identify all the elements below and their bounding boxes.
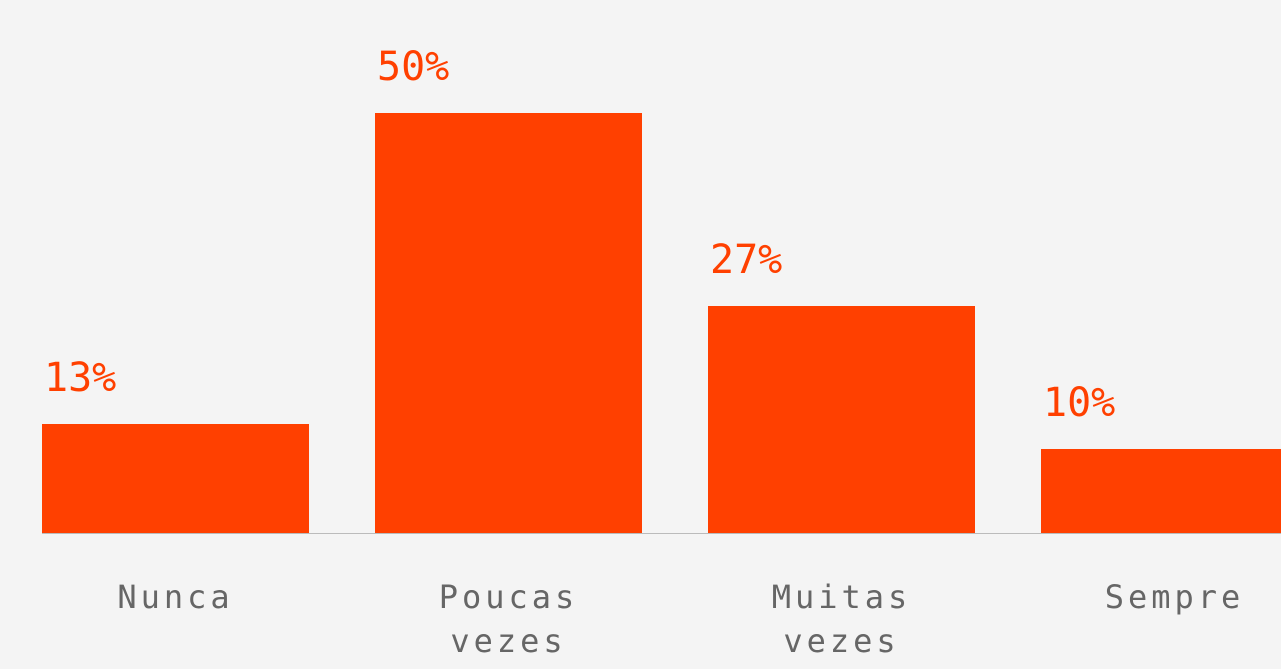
baseline xyxy=(42,533,1281,534)
category-label: Nunca xyxy=(117,578,234,616)
value-label: 13% xyxy=(44,354,117,401)
value-label: 27% xyxy=(710,237,783,284)
value-label: 50% xyxy=(377,44,450,90)
value-label: 10% xyxy=(1043,380,1116,426)
category-label: Sempre xyxy=(1104,578,1245,616)
bar xyxy=(708,306,975,533)
bar xyxy=(42,423,309,533)
category-label: Poucas vezes xyxy=(438,578,579,660)
category-label: Muitas vezes xyxy=(771,578,912,660)
bar xyxy=(375,113,642,533)
bar xyxy=(1041,449,1281,533)
